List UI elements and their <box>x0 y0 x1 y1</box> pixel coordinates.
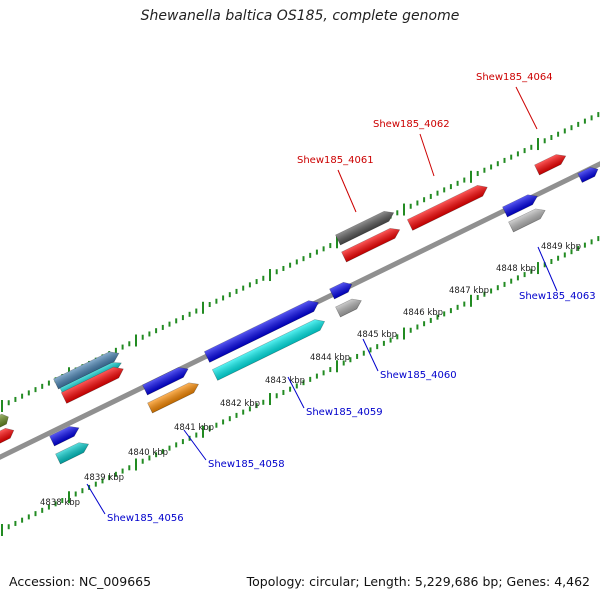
feature-darkgray <box>335 211 395 246</box>
gene-label: Shew185_4059 <box>306 407 383 418</box>
scale-labels: 4838 kbp 4839 kbp 4840 kbp 4841 kbp 4842 kbp… <box>40 242 581 508</box>
feature-blue-4841 <box>142 367 189 396</box>
feature-cyan-small <box>55 442 90 465</box>
gene-label: Shew185_4062 <box>373 119 450 130</box>
feature-olive <box>0 413 9 430</box>
feature-lightgray <box>508 208 546 233</box>
tick-row-bottom <box>1 236 600 536</box>
feature-blue-4849 <box>502 194 538 218</box>
scale-label: 4843 kbp <box>265 376 305 386</box>
leader-line <box>183 429 207 461</box>
scale-label: 4840 kbp <box>128 448 168 458</box>
feature-orange <box>147 382 199 414</box>
feature-blue-4845 <box>329 281 353 300</box>
genome-summary: Topology: circular; Length: 5,229,686 bp… <box>246 574 590 589</box>
leader-line <box>337 169 357 213</box>
feature-red-4064 <box>534 154 567 176</box>
scale-label: 4848 kbp <box>496 264 536 274</box>
gene-labels: Shew185_4064 Shew185_4062 Shew185_4061 Shew… <box>86 72 596 524</box>
leader-line <box>537 246 558 292</box>
leader-line <box>287 376 305 409</box>
scale-label: 4844 kbp <box>310 353 350 363</box>
scale-label: 4841 kbp <box>174 423 214 433</box>
feature-gray-small <box>335 298 362 318</box>
gene-label: Shew185_4058 <box>208 459 285 470</box>
feature-red-4062 <box>406 185 488 231</box>
scale-label: 4846 kbp <box>403 308 443 318</box>
feature-track <box>0 154 599 465</box>
feature-blue-long <box>203 300 319 363</box>
scale-label: 4849 kbp <box>541 242 581 252</box>
feature-steelblue <box>53 351 120 390</box>
scale-label: 4845 kbp <box>357 330 397 340</box>
scale-label: 4842 kbp <box>220 399 260 409</box>
leader-line <box>86 483 106 515</box>
gene-label: Shew185_4061 <box>297 155 374 166</box>
leader-line <box>362 338 379 372</box>
gene-label: Shew185_4060 <box>380 370 457 381</box>
feature-blue-small <box>49 426 80 447</box>
gene-label: Shew185_4056 <box>107 513 184 524</box>
feature-red-mid <box>60 366 124 404</box>
gene-label: Shew185_4064 <box>476 72 553 83</box>
feature-cyan-long <box>211 319 326 381</box>
leader-line <box>419 133 435 177</box>
scale-label: 4839 kbp <box>84 473 124 483</box>
feature-blue-edge <box>577 167 599 183</box>
scale-label: 4847 kbp <box>449 286 489 296</box>
accession-text: Accession: NC_009665 <box>9 574 152 589</box>
scale-label: 4838 kbp <box>40 498 80 508</box>
feature-red-left <box>0 427 15 446</box>
leader-line <box>515 86 538 130</box>
feature-red-4061 <box>341 228 401 263</box>
map-title: Shewanella baltica OS185, complete genom… <box>140 8 460 24</box>
gene-label: Shew185_4063 <box>519 291 596 302</box>
